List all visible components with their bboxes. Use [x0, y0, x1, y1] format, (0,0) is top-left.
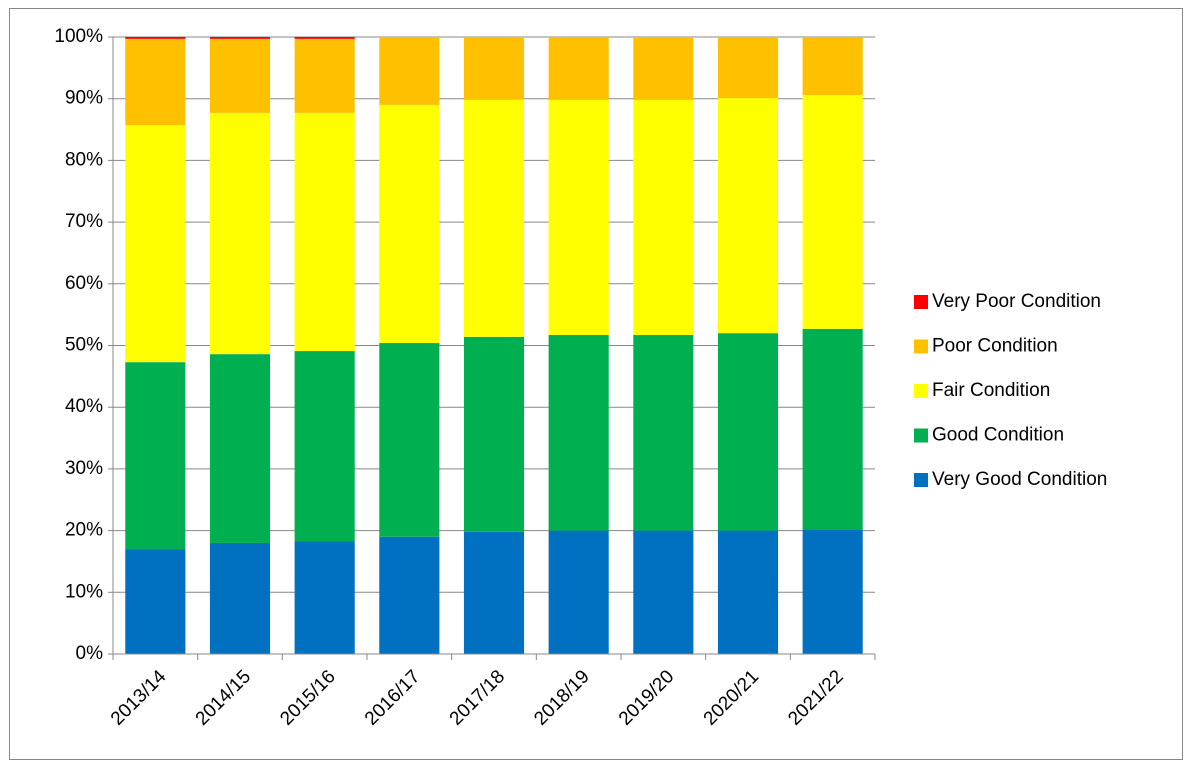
bar-segment	[717, 98, 779, 334]
y-tick-label: 70%	[65, 211, 103, 232]
bar-segment	[633, 37, 694, 100]
bar-segment	[717, 530, 779, 654]
bar-segment	[125, 125, 186, 363]
bar-segment	[125, 362, 186, 550]
y-tick-label: 40%	[65, 396, 103, 417]
bar-segment	[548, 37, 609, 100]
bar-segment	[802, 94, 863, 329]
bar-segment	[802, 328, 863, 530]
bar-segment	[209, 354, 271, 543]
bar-segment	[125, 38, 186, 126]
bar-segment	[463, 336, 525, 532]
bar-segment	[379, 343, 440, 537]
bar-segment	[633, 99, 694, 336]
y-tick-label: 10%	[65, 581, 103, 602]
y-tick-label: 100%	[54, 26, 103, 47]
bar-segment	[125, 37, 186, 39]
legend-swatch	[914, 473, 928, 487]
bar-segment	[802, 529, 863, 654]
legend-label: Very Poor Condition	[932, 291, 1101, 312]
legend-label: Poor Condition	[932, 336, 1058, 357]
legend-swatch	[914, 339, 928, 354]
y-tick-label: 0%	[76, 643, 104, 664]
bar-segment	[294, 38, 355, 113]
legend-swatch	[914, 384, 928, 398]
y-tick-label: 30%	[65, 458, 103, 479]
bar-segment	[463, 37, 525, 100]
bar-segment	[633, 335, 694, 531]
bar-segment	[209, 38, 271, 113]
bar-segment	[379, 37, 440, 105]
legend-swatch	[914, 295, 928, 309]
y-tick-label: 60%	[65, 273, 103, 294]
legend-label: Very Good Condition	[932, 469, 1107, 490]
bar-segment	[717, 333, 779, 531]
bar-segment	[379, 536, 440, 654]
bar-segment	[548, 99, 609, 336]
bar-segment	[548, 335, 609, 531]
bar-segment	[209, 112, 271, 355]
legend-swatch	[914, 428, 928, 443]
bar-segment	[125, 549, 186, 654]
y-tick-label: 80%	[65, 149, 103, 170]
bar-segment	[209, 37, 271, 39]
bar-segment	[633, 530, 694, 654]
bar-segment	[463, 99, 525, 337]
bar-segment	[802, 37, 863, 95]
bar-segment	[294, 112, 355, 352]
bar-segment	[717, 37, 779, 99]
legend-label: Fair Condition	[932, 380, 1050, 401]
y-tick-label: 90%	[65, 88, 103, 109]
bar-segment	[294, 541, 355, 654]
legend-label: Good Condition	[932, 425, 1064, 446]
bar-segment	[294, 351, 355, 542]
bar-segment	[379, 104, 440, 344]
bar-segment	[209, 542, 271, 654]
y-tick-label: 20%	[65, 520, 103, 541]
bar-segment	[548, 530, 609, 654]
bar-segment	[294, 37, 355, 39]
y-tick-label: 50%	[65, 335, 103, 356]
bar-segment	[463, 531, 525, 654]
